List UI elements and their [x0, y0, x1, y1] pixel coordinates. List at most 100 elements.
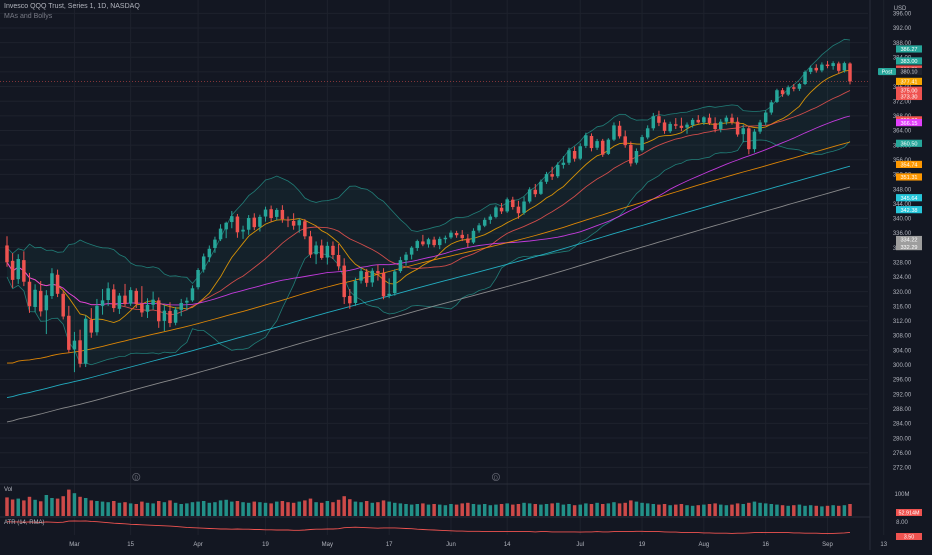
candle — [117, 293, 122, 314]
candle — [747, 126, 751, 155]
candle-body — [634, 150, 639, 163]
volume-bar — [331, 502, 335, 516]
y-tick-label: 288.00 — [893, 407, 912, 413]
candle-body — [67, 315, 71, 350]
volume-bar — [156, 501, 161, 516]
candle — [825, 60, 830, 69]
candle — [522, 196, 526, 215]
candle-body — [533, 189, 538, 195]
price-label-tag — [896, 194, 922, 202]
volume-bar — [140, 501, 144, 516]
candle — [55, 269, 60, 298]
volume-bar — [83, 498, 88, 516]
candle-body — [803, 71, 807, 84]
volume-bar — [67, 489, 71, 516]
candle — [376, 264, 380, 281]
candle-body — [640, 137, 644, 151]
candle-body — [600, 140, 605, 155]
volume-bar — [22, 500, 26, 516]
candle-body — [792, 87, 796, 89]
volume-bar — [134, 504, 139, 516]
candle-body — [679, 125, 684, 128]
volume-bar — [415, 504, 420, 516]
candle-body — [106, 288, 110, 301]
y-tick-label: 320.00 — [893, 290, 912, 296]
volume-bar — [112, 501, 116, 516]
volume-bar — [449, 504, 453, 516]
volume-bar — [10, 499, 15, 516]
candle — [235, 213, 240, 238]
candle-body — [263, 209, 268, 217]
candle — [488, 214, 493, 224]
candle — [702, 116, 706, 125]
price-label: 342.38 — [900, 208, 917, 214]
candle — [471, 228, 476, 244]
volume-bar — [544, 504, 549, 516]
volume-bar — [471, 504, 476, 516]
candle-body — [460, 234, 464, 239]
post-price-tag — [896, 67, 922, 76]
candle — [308, 230, 313, 258]
volume-bar — [437, 504, 442, 516]
volume-bar — [634, 501, 639, 516]
volume-bar — [280, 501, 285, 516]
volume-bar — [319, 502, 324, 516]
candle-body — [241, 229, 245, 232]
volume-bar — [679, 504, 684, 516]
candle-body — [567, 150, 571, 163]
candle — [623, 130, 627, 148]
volume-bar — [527, 503, 532, 516]
candle — [527, 187, 532, 204]
x-tick-label: 15 — [127, 542, 134, 548]
volume-bar — [567, 504, 571, 516]
volume-bar — [516, 504, 521, 516]
candle — [544, 171, 549, 184]
candle — [505, 197, 509, 213]
candle — [595, 138, 599, 150]
x-tick-label: Aug — [699, 542, 710, 548]
candle-body — [173, 309, 178, 323]
event-marker-label: D — [494, 475, 498, 481]
candle-body — [16, 259, 20, 280]
candle-body — [5, 245, 9, 263]
candle-body — [831, 63, 835, 67]
candle — [600, 138, 605, 157]
candle — [241, 225, 245, 239]
candle-body — [786, 87, 790, 95]
y-tick-label: 312.00 — [893, 319, 912, 325]
candle-body — [735, 121, 740, 135]
candle — [112, 284, 116, 313]
candle-body — [808, 67, 813, 72]
event-marker-label: D — [134, 475, 138, 481]
volume-bar — [61, 496, 65, 516]
candle — [629, 141, 633, 167]
candle-body — [741, 128, 745, 135]
bollinger-upper — [6, 38, 851, 285]
candle-body — [342, 265, 346, 298]
y-tick-label: 324.00 — [893, 275, 912, 281]
volume-bar — [421, 503, 425, 516]
candle — [61, 291, 65, 320]
price-label: 354.74 — [900, 163, 917, 169]
price-label: 366.15 — [900, 121, 917, 127]
candle-body — [584, 135, 588, 146]
volume-bar — [252, 501, 257, 516]
candle — [511, 196, 515, 210]
y-tick-label: 272.00 — [893, 466, 912, 472]
candle — [325, 241, 330, 265]
candle — [106, 282, 110, 306]
volume-bar — [735, 503, 740, 516]
candle — [297, 218, 301, 233]
indicator-title: MAs and Bollys — [4, 13, 53, 20]
volume-bar — [235, 501, 240, 516]
candle — [123, 283, 127, 306]
candle-body — [95, 305, 99, 333]
candle-body — [561, 162, 566, 165]
candle-body — [623, 136, 627, 146]
candle-body — [848, 63, 852, 82]
volume-bar — [718, 504, 723, 516]
bollinger-lower — [6, 139, 851, 366]
candle — [561, 156, 566, 169]
volume-bar — [460, 503, 464, 516]
